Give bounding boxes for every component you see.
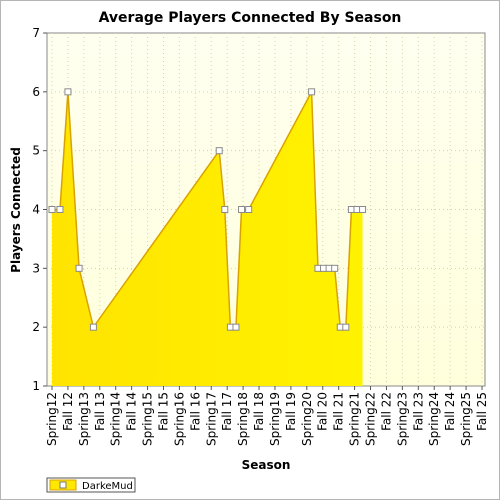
x-tick-label: Fall 14 bbox=[125, 392, 139, 431]
x-tick-label: Spring25 bbox=[459, 392, 473, 446]
y-axis-title: Players Connected bbox=[9, 147, 23, 273]
x-tick-label: Fall 23 bbox=[411, 392, 425, 431]
data-point bbox=[342, 323, 350, 331]
y-tick-label: 7 bbox=[32, 26, 40, 40]
data-point bbox=[308, 88, 316, 96]
data-point bbox=[215, 147, 223, 155]
data-point bbox=[221, 206, 229, 213]
series-area-darkemud bbox=[52, 91, 363, 386]
x-tick-label: Fall 17 bbox=[220, 392, 234, 431]
x-tick-label: Spring12 bbox=[45, 392, 59, 446]
x-axis-title: Season bbox=[242, 458, 291, 472]
y-tick-label: 6 bbox=[32, 85, 40, 99]
x-tick-label: Spring18 bbox=[236, 392, 250, 446]
x-tick-label: Fall 24 bbox=[443, 392, 457, 431]
x-tick-label: Spring16 bbox=[172, 392, 186, 446]
data-point bbox=[89, 323, 97, 331]
chart-title: Average Players Connected By Season bbox=[99, 10, 402, 26]
x-tick-label: Spring23 bbox=[395, 392, 409, 446]
x-tick-label: Fall 19 bbox=[284, 392, 298, 431]
x-tick-label: Fall 18 bbox=[252, 392, 266, 431]
x-tick-label: Spring14 bbox=[109, 392, 123, 446]
x-tick-label: Spring15 bbox=[141, 392, 155, 446]
data-point bbox=[238, 206, 246, 213]
data-point bbox=[359, 206, 367, 213]
data-point bbox=[48, 206, 56, 213]
x-tick-label: Spring22 bbox=[364, 392, 378, 446]
x-tick-label: Spring20 bbox=[300, 392, 314, 446]
x-tick-label: Fall 21 bbox=[332, 392, 346, 431]
data-point bbox=[232, 323, 240, 331]
x-tick-label: Spring17 bbox=[204, 392, 218, 446]
x-tick-label: Fall 20 bbox=[316, 392, 330, 431]
data-point bbox=[331, 264, 339, 272]
x-tick-label: Fall 25 bbox=[475, 392, 489, 431]
data-point bbox=[64, 88, 72, 96]
x-axis-ticks: Spring12 Fall 12 Spring13 Fall 13 Spring14 Fa… bbox=[45, 386, 489, 446]
legend: DarkeMud bbox=[46, 477, 136, 493]
y-tick-label: 1 bbox=[32, 379, 40, 393]
x-tick-label: Fall 16 bbox=[188, 392, 202, 431]
x-tick-label: Fall 13 bbox=[93, 392, 107, 431]
x-tick-label: Spring19 bbox=[268, 392, 282, 446]
legend-label: DarkeMud bbox=[82, 481, 133, 492]
x-tick-label: Spring24 bbox=[427, 392, 441, 446]
data-point bbox=[56, 206, 64, 213]
x-tick-label: Fall 12 bbox=[61, 392, 75, 431]
data-points bbox=[48, 88, 367, 331]
x-tick-label: Spring13 bbox=[77, 392, 91, 446]
y-tick-label: 3 bbox=[32, 261, 40, 275]
y-tick-label: 2 bbox=[32, 320, 40, 334]
x-tick-label: Fall 22 bbox=[379, 392, 393, 431]
x-tick-label: Spring21 bbox=[348, 392, 362, 446]
x-tick-label: Fall 15 bbox=[156, 392, 170, 431]
legend-marker-icon bbox=[59, 481, 67, 489]
y-tick-label: 4 bbox=[32, 203, 40, 217]
data-point bbox=[75, 264, 83, 272]
y-axis-ticks: 1 2 3 4 5 6 7 bbox=[32, 26, 47, 393]
y-tick-label: 5 bbox=[32, 144, 40, 158]
data-point bbox=[245, 206, 253, 213]
